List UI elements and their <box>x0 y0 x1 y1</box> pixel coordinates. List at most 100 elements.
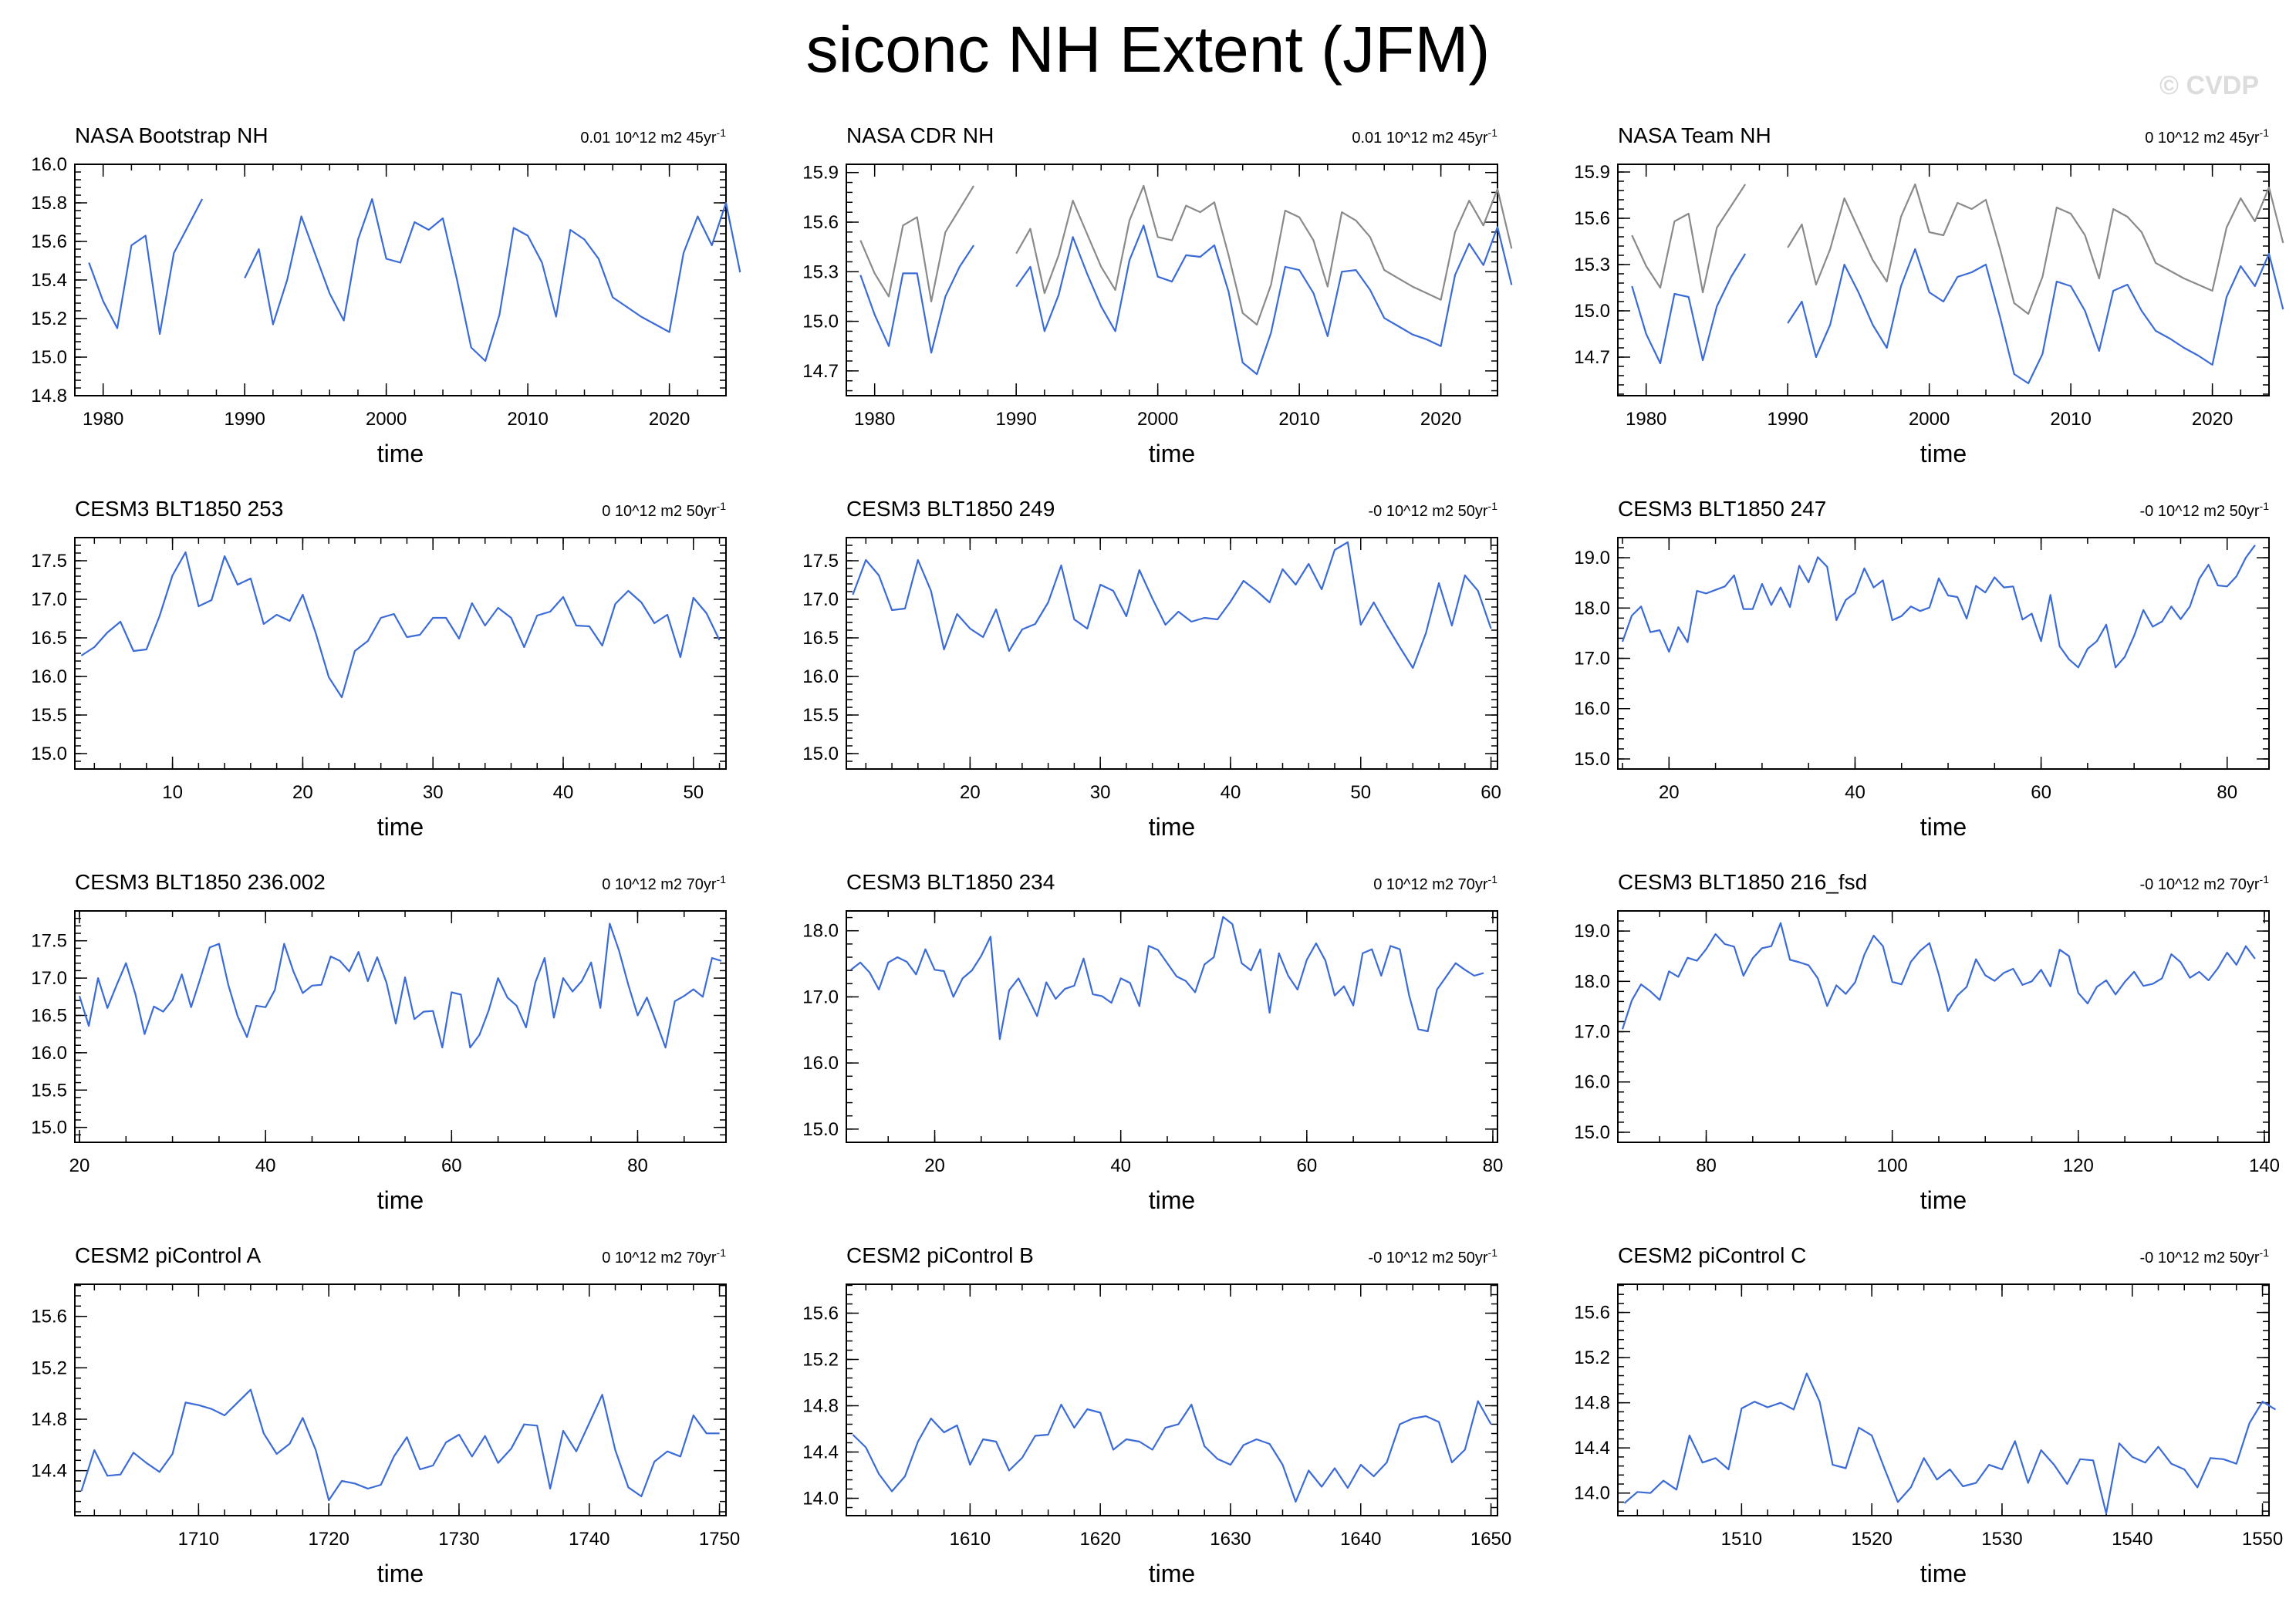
y-tick-label: 16.5 <box>802 628 839 649</box>
y-tick-label: 16.0 <box>31 154 67 175</box>
y-tick-label: 15.2 <box>31 309 67 329</box>
series-line <box>1787 248 2284 385</box>
y-tick-label: 15.0 <box>31 347 67 368</box>
chart-panel: NASA CDR NH 0.01 10^12 m2 45yr-1 1980 1990 2… <box>802 123 1513 467</box>
x-tick-label: 120 <box>2063 1155 2094 1176</box>
x-tick-label: 1980 <box>1626 409 1666 430</box>
y-tick-label: 15.0 <box>1574 1122 1610 1143</box>
plot-frame <box>846 1283 1498 1516</box>
axis-ticks <box>1617 164 2270 396</box>
plot-frame <box>74 164 727 396</box>
x-tick-label: 1740 <box>569 1529 609 1550</box>
panel-title: NASA Bootstrap NH <box>75 123 268 147</box>
x-tick-label: 40 <box>1845 782 1866 803</box>
y-tick-label: 17.5 <box>31 551 67 572</box>
x-tick-label: 1630 <box>1210 1529 1251 1550</box>
panel-title: CESM3 BLT1850 236.002 <box>75 870 326 894</box>
y-tick-label: 14.0 <box>802 1489 839 1509</box>
series-line <box>1621 922 2256 1030</box>
y-tick-label: 16.0 <box>1574 1072 1610 1093</box>
x-tick-label: 80 <box>2217 782 2237 803</box>
y-tick-label: 15.0 <box>31 744 67 764</box>
x-tick-label: 1720 <box>308 1529 349 1550</box>
y-tick-label: 14.8 <box>31 386 67 406</box>
y-tick-label: 15.6 <box>1574 208 1610 229</box>
y-tick-label: 15.6 <box>1574 1303 1610 1324</box>
x-tick-label: 80 <box>627 1155 648 1176</box>
chart-panel: CESM3 BLT1850 247 -0 10^12 m2 50yr-1 20 40 6… <box>1574 497 2270 841</box>
x-tick-label: 50 <box>683 782 704 803</box>
y-tick-label: 16.0 <box>802 666 839 687</box>
series-line <box>1621 545 2256 669</box>
x-tick-label: 2020 <box>1420 409 1461 430</box>
x-axis-label: time <box>1149 1186 1195 1214</box>
y-tick-label: 15.4 <box>31 270 67 291</box>
series-line <box>80 1388 720 1502</box>
x-tick-label: 2010 <box>507 409 548 430</box>
x-tick-label: 20 <box>960 782 981 803</box>
series-line <box>1631 184 1747 294</box>
x-tick-label: 60 <box>441 1155 462 1176</box>
x-tick-label: 80 <box>1483 1155 1504 1176</box>
series-line <box>1787 183 2284 315</box>
y-tick-label: 14.4 <box>802 1442 839 1463</box>
x-tick-label: 80 <box>1696 1155 1717 1176</box>
chart-panel: CESM3 BLT1850 249 -0 10^12 m2 50yr-1 20 30 4… <box>802 497 1501 841</box>
x-tick-label: 2010 <box>1278 409 1319 430</box>
x-tick-label: 1530 <box>1981 1529 2022 1550</box>
x-tick-label: 60 <box>2031 782 2051 803</box>
x-tick-label: 40 <box>255 1155 276 1176</box>
x-tick-label: 1990 <box>224 409 265 430</box>
plot-frame <box>846 164 1498 396</box>
series-line <box>88 198 204 336</box>
figure-title: siconc NH Extent (JFM) <box>805 13 1491 86</box>
plot-frame <box>1617 1283 2270 1516</box>
x-tick-label: 40 <box>1110 1155 1131 1176</box>
y-tick-label: 15.6 <box>31 1307 67 1327</box>
y-tick-label: 15.9 <box>802 163 839 184</box>
series-line <box>850 916 1484 1041</box>
y-tick-label: 15.0 <box>31 1118 67 1138</box>
plot-frame <box>1617 164 2270 396</box>
chart-panel: CESM3 BLT1850 253 0 10^12 m2 50yr-1 10 20 30… <box>31 497 727 841</box>
x-tick-label: 1520 <box>1851 1529 1892 1550</box>
axis-ticks <box>846 911 1497 1143</box>
plot-frame <box>74 1283 727 1516</box>
panel-title: CESM3 BLT1850 216_fsd <box>1618 870 1867 894</box>
chart-panel: CESM2 piControl C -0 10^12 m2 50yr-1 1510 1… <box>1574 1243 2283 1587</box>
x-tick-label: 40 <box>1221 782 1241 803</box>
panel-title: CESM3 BLT1850 253 <box>75 497 283 521</box>
y-tick-label: 15.5 <box>31 1080 67 1101</box>
y-tick-label: 15.2 <box>802 1350 839 1371</box>
series-line <box>1623 1372 2276 1515</box>
panel-title: CESM2 piControl C <box>1618 1243 1806 1267</box>
chart-panel: CESM3 BLT1850 216_fsd -0 10^12 m2 70yr-1 8… <box>1574 870 2280 1214</box>
x-tick-label: 1730 <box>438 1529 479 1550</box>
x-tick-label: 2000 <box>366 409 407 430</box>
series-line <box>1015 224 1513 376</box>
x-tick-label: 1980 <box>854 409 895 430</box>
x-tick-label: 1710 <box>178 1529 219 1550</box>
y-tick-label: 14.7 <box>1574 347 1610 368</box>
x-axis-label: time <box>377 1186 424 1214</box>
axis-ticks <box>1618 537 2269 770</box>
x-axis-label: time <box>1149 440 1195 467</box>
trend-label: -0 10^12 m2 50yr-1 <box>2140 1246 2270 1267</box>
x-tick-label: 10 <box>162 782 183 803</box>
x-tick-label: 1610 <box>950 1529 991 1550</box>
y-tick-label: 15.0 <box>1574 301 1610 322</box>
panel-title: CESM2 piControl A <box>75 1243 262 1267</box>
y-tick-label: 15.0 <box>802 744 839 764</box>
chart-panel: CESM2 piControl B -0 10^12 m2 50yr-1 1610 1… <box>802 1243 1511 1587</box>
chart-panel: CESM3 BLT1850 234 0 10^12 m2 70yr-1 20 40 60… <box>802 870 1503 1214</box>
y-tick-label: 15.3 <box>802 261 839 282</box>
plot-frame <box>1617 910 2270 1143</box>
x-axis-label: time <box>377 440 424 467</box>
series-line <box>852 1400 1492 1503</box>
y-tick-label: 16.0 <box>31 1043 67 1064</box>
axis-ticks <box>75 1284 726 1516</box>
watermark: © CVDP <box>2159 71 2259 100</box>
axis-ticks <box>75 910 726 1143</box>
y-tick-label: 15.9 <box>1574 162 1610 183</box>
x-tick-label: 60 <box>1296 1155 1317 1176</box>
